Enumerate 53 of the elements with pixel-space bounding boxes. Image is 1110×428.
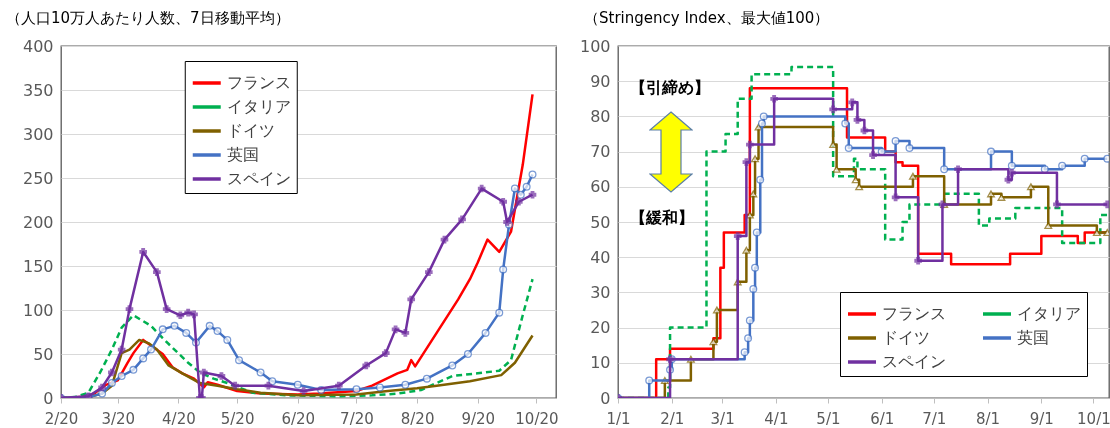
x-tick-label: 4/20: [162, 409, 196, 428]
y-tick-label: 50: [33, 344, 54, 364]
x-tick-label: 7/1: [922, 409, 947, 428]
x-tick-label: 8/20: [400, 409, 435, 428]
chart-title: （Stringency Index、最大値100）: [584, 9, 830, 27]
legend-label: フランス: [226, 73, 291, 92]
legend-label: フランス: [882, 304, 946, 323]
y-tick-label: 200: [22, 212, 54, 232]
legend-label: ドイツ: [226, 121, 275, 140]
annotation: 【緩和】: [630, 208, 694, 227]
y-tick-label: 100: [22, 300, 54, 320]
x-tick-label: 3/1: [710, 409, 735, 428]
y-tick-label: 10: [590, 353, 611, 373]
x-tick-label: 6/20: [281, 409, 316, 428]
y-tick-label: 400: [22, 36, 54, 56]
legend-label: 英国: [226, 145, 259, 164]
y-tick-label: 0: [43, 388, 54, 408]
legend-label: 英国: [1017, 328, 1049, 347]
legend-label: ドイツ: [882, 328, 930, 347]
x-tick-label: 7/20: [340, 409, 374, 428]
y-tick-label: 30: [590, 282, 611, 302]
x-tick-label: 1/1: [606, 409, 631, 428]
y-tick-label: 0: [600, 388, 611, 408]
x-tick-label: 4/1: [764, 409, 789, 428]
legend-label: イタリア: [226, 97, 291, 116]
y-tick-label: 90: [590, 71, 611, 91]
y-tick-label: 300: [22, 124, 54, 144]
legend-label: スペイン: [226, 169, 291, 188]
annotation: 【引締め】: [630, 78, 710, 97]
x-tick-label: 9/1: [1029, 409, 1054, 428]
legend-label: スペイン: [882, 352, 946, 371]
y-tick-label: 100: [579, 36, 611, 56]
y-tick-label: 250: [22, 168, 54, 188]
x-tick-label: 2/20: [44, 409, 79, 428]
y-tick-label: 80: [590, 106, 611, 126]
x-tick-label: 10/1: [1077, 409, 1110, 428]
x-tick-label: 2/1: [660, 409, 685, 428]
y-tick-label: 40: [590, 247, 611, 267]
y-tick-label: 350: [22, 80, 54, 100]
y-tick-label: 20: [590, 318, 611, 338]
x-tick-label: 8/1: [975, 409, 1001, 428]
y-tick-label: 60: [590, 177, 611, 197]
y-tick-label: 50: [590, 212, 611, 232]
y-tick-label: 70: [590, 142, 611, 162]
x-tick-label: 10/20: [515, 409, 559, 428]
x-tick-label: 6/1: [870, 409, 895, 428]
x-tick-label: 5/20: [220, 409, 255, 428]
y-tick-label: 150: [22, 256, 54, 276]
legend-label: イタリア: [1017, 304, 1081, 323]
chart-title: （人口10万人あたり人数、7日移動平均）: [6, 9, 290, 27]
x-tick-label: 3/20: [101, 409, 136, 428]
x-tick-label: 9/20: [461, 409, 496, 428]
x-tick-label: 5/1: [816, 409, 841, 428]
